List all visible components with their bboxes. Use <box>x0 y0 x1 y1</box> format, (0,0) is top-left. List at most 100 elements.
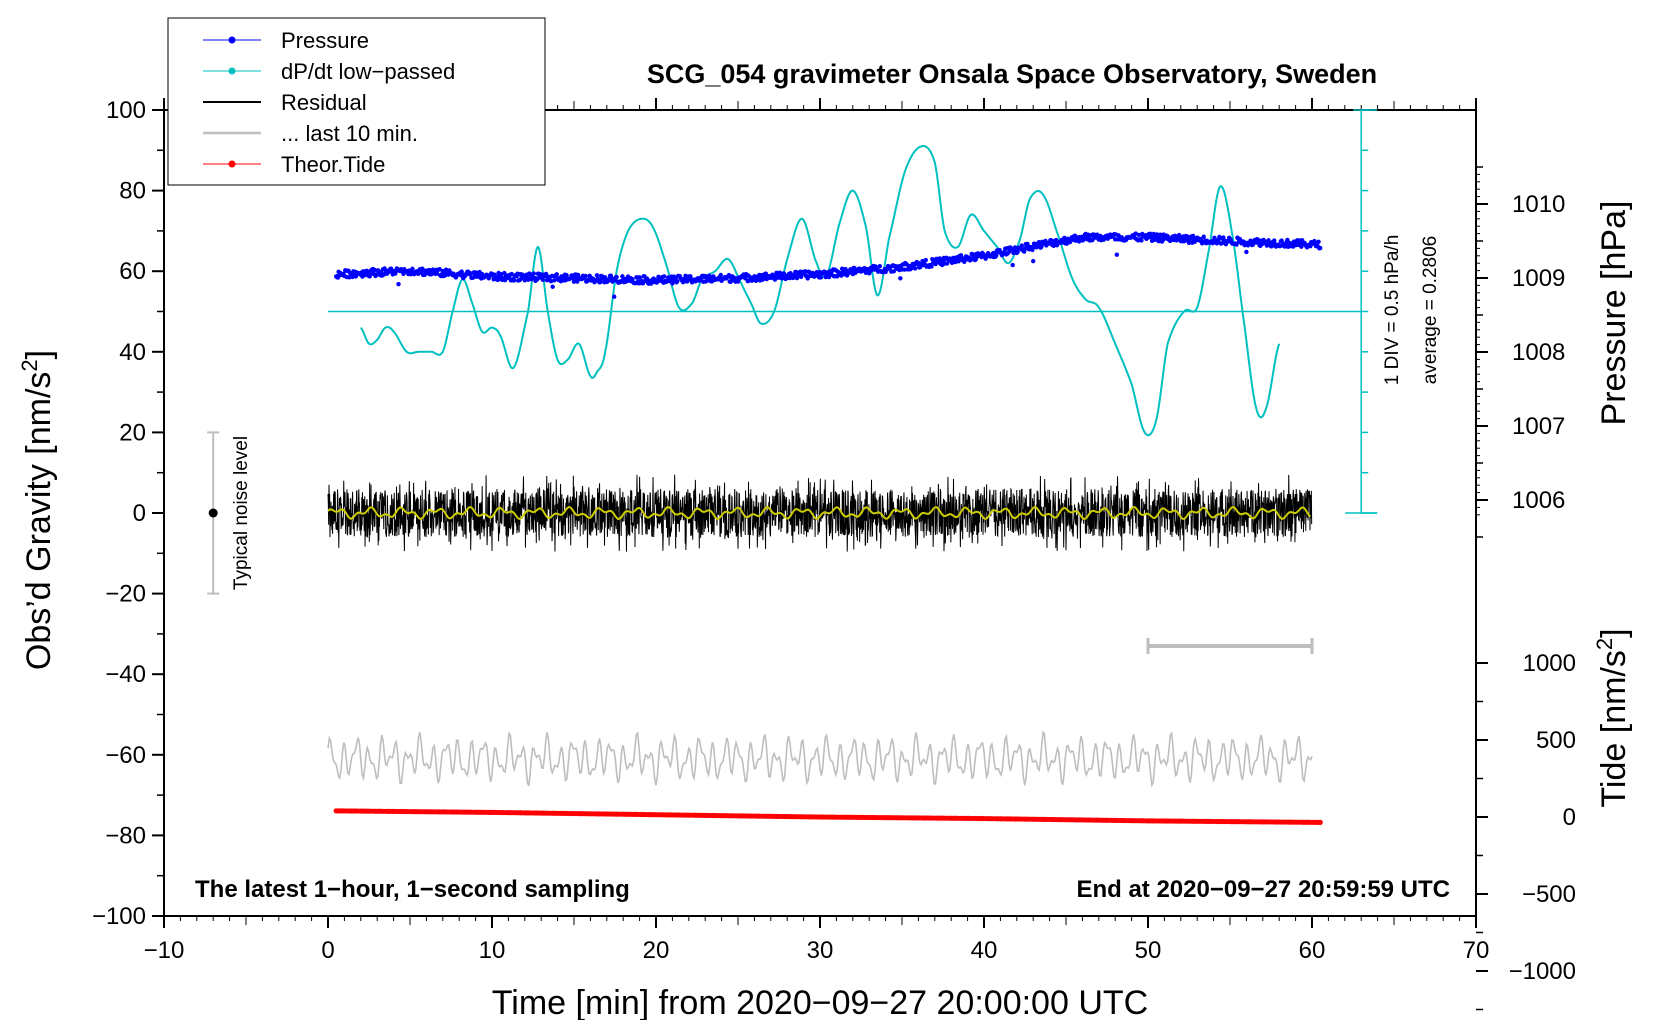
pressure-point <box>923 257 928 263</box>
x-tick-label: 60 <box>1299 937 1326 964</box>
pressure-point <box>662 274 667 279</box>
pressure-point <box>554 272 559 277</box>
pressure-point <box>1244 249 1249 255</box>
tick-labels: −10 0 10 20 30 40 50 60 70100806040200−20−40−60−… <box>92 97 1576 985</box>
pressure-point <box>437 266 442 272</box>
pressure-point <box>1234 242 1239 247</box>
pressure-point <box>703 279 709 284</box>
pressure-point <box>598 279 603 285</box>
tide-tick-label: 0 <box>1563 804 1576 831</box>
pressure-tick-label: 1009 <box>1512 265 1565 292</box>
pressure-point <box>396 281 401 287</box>
y-tick-label: −80 <box>105 822 146 849</box>
legend-marker-pressure <box>228 36 236 44</box>
pressure-point <box>1067 239 1073 245</box>
pressure-point <box>994 253 999 258</box>
dpdt-line <box>360 144 1281 437</box>
tide-tick-label: −500 <box>1522 881 1576 908</box>
pressure-point <box>1190 233 1196 239</box>
x-tick-label: 0 <box>321 937 334 964</box>
pressure-point <box>877 264 883 269</box>
annotation-end-time: End at 2020−09−27 20:59:59 UTC <box>1076 876 1450 903</box>
pressure-point <box>675 279 680 284</box>
pressure-point <box>434 271 440 276</box>
pressure-point <box>1158 232 1163 237</box>
pressure-point <box>540 277 546 283</box>
pressure-point <box>410 266 415 272</box>
y-tick-label: −100 <box>92 903 146 930</box>
pressure-tick-label: 1007 <box>1512 413 1565 440</box>
x-tick-label: 70 <box>1463 937 1490 964</box>
pressure-point <box>1019 243 1024 248</box>
x-tick-label: −10 <box>144 937 185 964</box>
y-tick-label: 100 <box>106 97 146 124</box>
legend-marker-dpdt <box>228 67 236 75</box>
x-tick-label: 50 <box>1135 937 1162 964</box>
y-tick-label: −20 <box>105 581 146 608</box>
pressure-point <box>583 273 588 279</box>
y-tick-label: −60 <box>105 742 146 769</box>
pressure-point <box>1039 244 1044 250</box>
pressure-tick-label: 1008 <box>1512 339 1565 366</box>
pressure-point <box>718 272 723 278</box>
pressure-point <box>350 274 355 280</box>
x-tick-label: 10 <box>479 937 506 964</box>
pressure-point <box>1114 252 1120 257</box>
annotation-div: 1 DIV = 0.5 hPa/h <box>1382 235 1403 386</box>
pressure-point <box>1015 249 1020 255</box>
y-tick-label: 80 <box>119 178 146 205</box>
pressure-point <box>779 276 784 281</box>
pressure-point <box>637 275 642 280</box>
pressure-point <box>525 277 531 282</box>
noise-bar-center <box>208 508 218 518</box>
y-axis-title-gravity: Obs’d Gravity [nm/s2] <box>17 350 58 670</box>
annotation-average: average = 0.2806 <box>1420 236 1441 384</box>
pressure-point <box>571 279 577 284</box>
pressure-point <box>803 269 808 274</box>
y-axis-title-gravity-sup: 2 <box>17 359 42 371</box>
pressure-point <box>1221 235 1226 240</box>
pressure-point <box>511 278 517 283</box>
pressure-tick-label: 1006 <box>1512 487 1565 514</box>
y-axis-title-tide: Tide [nm/s2] <box>1592 628 1633 807</box>
pressure-point <box>570 276 576 281</box>
legend-entry-last10: ... last 10 min. <box>203 121 418 146</box>
y-tick-label: −40 <box>105 661 146 688</box>
pressure-point <box>509 271 514 277</box>
y-axis-title-gravity-text: Obs’d Gravity [nm/s <box>20 372 58 671</box>
tide-tick-label: 500 <box>1536 727 1576 754</box>
y-axis-title-tide-sup: 2 <box>1592 638 1617 650</box>
legend-marker-tide <box>228 160 236 168</box>
legend-label-last10: ... last 10 min. <box>281 121 418 146</box>
pressure-point <box>1025 241 1030 247</box>
legend-entry-residual: Residual <box>203 90 367 115</box>
pressure-point <box>1316 239 1321 244</box>
pressure-point <box>891 269 896 274</box>
pressure-point <box>614 274 619 280</box>
tide-tick-label: 1000 <box>1523 650 1576 677</box>
pressure-point <box>550 284 555 289</box>
pressure-point <box>898 276 903 281</box>
pressure-point <box>564 273 569 278</box>
annotation-sampling: The latest 1−hour, 1−second sampling <box>195 876 630 903</box>
pressure-point <box>1154 232 1160 237</box>
y-axis-title-tide-text: Tide [nm/s <box>1595 650 1633 807</box>
pressure-point <box>1201 234 1206 239</box>
legend-label-dpdt: dP/dt low−passed <box>281 59 455 84</box>
legend-label-pressure: Pressure <box>281 28 369 53</box>
pressure-point <box>1010 262 1015 268</box>
legend: Pressure dP/dt low−passed Residual ... l… <box>167 17 546 186</box>
residual-line <box>327 474 1313 552</box>
pressure-point <box>818 275 824 280</box>
y-tick-label: 60 <box>119 258 146 285</box>
data-series <box>207 144 1362 825</box>
y-axis-title-tide-end: ] <box>1595 628 1633 637</box>
tide-series <box>333 808 1323 825</box>
legend-entry-pressure: Pressure <box>203 28 369 53</box>
tide-point <box>1317 819 1323 825</box>
pressure-point <box>902 267 907 272</box>
tide-tick-label: −1000 <box>1509 958 1576 985</box>
y-tick-label: 0 <box>133 500 146 527</box>
legend-label-tide: Theor.Tide <box>281 152 385 177</box>
